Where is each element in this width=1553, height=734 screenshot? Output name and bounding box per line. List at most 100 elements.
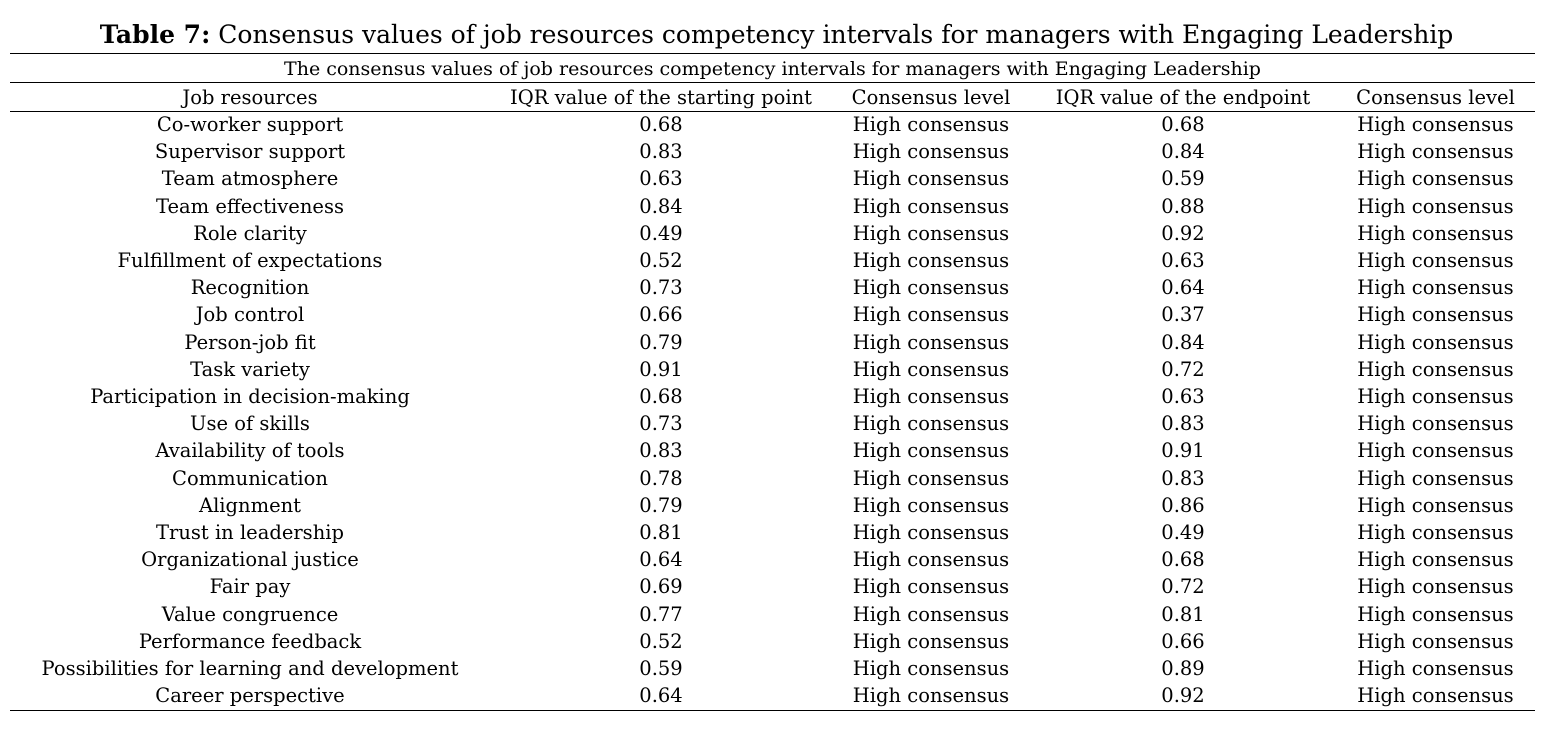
table-row: Value congruence 0.77 High consensus 0.81 Hi…: [10, 601, 1535, 628]
table-row: Fulfillment of expectations 0.52 High cons…: [10, 247, 1535, 274]
consensus-table: Job resources IQR value of the starting …: [10, 84, 1535, 709]
cell-iqr-start-value: 0.78: [639, 466, 683, 490]
cell-iqr-start-value: 0.64: [639, 548, 683, 572]
cell-consensus-end-level: High consensus: [1357, 113, 1514, 136]
cell-consensus-start-level: High consensus: [852, 684, 1010, 708]
cell-consensus-start-level: High consensus: [852, 276, 1010, 300]
cell-iqr-end-value: 0.83: [1161, 412, 1205, 436]
column-header-job-resources: Job resources: [182, 86, 318, 109]
table-subheader: The consensus values of job resources co…: [284, 58, 1261, 80]
cell-job-resource: Organizational justice: [141, 548, 359, 572]
table-row: Trust in leadership 0.81 High consensus 0.4…: [10, 519, 1535, 546]
cell-iqr-start-value: 0.68: [639, 385, 683, 409]
table-row: Alignment 0.79 High consensus 0.86 High cons…: [10, 492, 1535, 519]
cell-consensus-end-level: High consensus: [1357, 629, 1514, 653]
cell-iqr-start-value: 0.83: [639, 439, 683, 463]
column-header-consensus-end: Consensus level: [1356, 86, 1515, 109]
cell-iqr-end-value: 0.92: [1161, 221, 1205, 245]
cell-consensus-end-level: High consensus: [1357, 521, 1514, 545]
column-header-iqr-end: IQR value of the endpoint: [1055, 86, 1311, 109]
cell-consensus-start-level: High consensus: [852, 493, 1010, 517]
bottom-rule: [10, 710, 1535, 711]
cell-job-resource: Recognition: [190, 276, 310, 300]
cell-job-resource: Value congruence: [161, 602, 339, 626]
table-row: Fair pay 0.69 High consensus 0.72 High conse…: [10, 573, 1535, 600]
cell-consensus-start-level: High consensus: [852, 113, 1010, 136]
cell-iqr-end-value: 0.66: [1161, 629, 1205, 653]
cell-iqr-start-value: 0.73: [639, 412, 683, 436]
cell-job-resource: Task variety: [190, 357, 310, 381]
cell-iqr-end-value: 0.49: [1161, 521, 1205, 545]
table-row: Possibilities for learning and developme…: [10, 655, 1535, 682]
cell-consensus-start-level: High consensus: [852, 249, 1010, 273]
cell-consensus-end-level: High consensus: [1357, 439, 1514, 463]
table-row: Task variety 0.91 High consensus 0.72 High c…: [10, 356, 1535, 383]
cell-iqr-start-value: 0.79: [639, 330, 683, 354]
table-row: Communication 0.78 High consensus 0.83 High …: [10, 465, 1535, 492]
cell-consensus-end-level: High consensus: [1357, 493, 1514, 517]
cell-job-resource: Trust in leadership: [156, 521, 344, 545]
cell-iqr-start-value: 0.63: [639, 167, 683, 191]
cell-consensus-start-level: High consensus: [852, 521, 1010, 545]
header-row: Job resources IQR value of the starting …: [10, 84, 1535, 111]
table-row: Role clarity 0.49 High consensus 0.92 High c…: [10, 220, 1535, 247]
cell-consensus-end-level: High consensus: [1357, 548, 1514, 572]
cell-job-resource: Supervisor support: [154, 140, 346, 164]
cell-consensus-start-level: High consensus: [852, 602, 1010, 626]
cell-iqr-start-value: 0.52: [639, 249, 683, 273]
cell-job-resource: Participation in decision-making: [90, 385, 410, 409]
cell-iqr-start-value: 0.52: [639, 629, 683, 653]
cell-consensus-end-level: High consensus: [1357, 140, 1514, 164]
cell-iqr-start-value: 0.69: [639, 575, 683, 599]
cell-job-resource: Team atmosphere: [161, 167, 339, 191]
table-number-label: Table 7:: [99, 20, 211, 49]
top-rule: [10, 53, 1535, 54]
cell-consensus-start-level: High consensus: [852, 629, 1010, 653]
header-rule: [10, 111, 1535, 112]
cell-iqr-end-value: 0.86: [1161, 493, 1205, 517]
table-row: Performance feedback 0.52 High consensus 0.…: [10, 628, 1535, 655]
cell-consensus-start-level: High consensus: [852, 303, 1010, 327]
cell-job-resource: Alignment: [198, 493, 302, 517]
cell-iqr-end-value: 0.83: [1161, 466, 1205, 490]
cell-iqr-end-value: 0.63: [1161, 249, 1205, 273]
cell-consensus-end-level: High consensus: [1357, 221, 1514, 245]
table-caption: Table 7: Consensus values of job resourc…: [10, 19, 1543, 51]
cell-iqr-end-value: 0.72: [1161, 357, 1205, 381]
cell-job-resource: Fulfillment of expectations: [117, 249, 383, 273]
cell-iqr-start-value: 0.91: [639, 357, 683, 381]
cell-job-resource: Use of skills: [190, 412, 310, 436]
cell-iqr-end-value: 0.91: [1161, 439, 1205, 463]
cell-consensus-end-level: High consensus: [1357, 357, 1514, 381]
cell-job-resource: Role clarity: [193, 221, 307, 245]
cell-iqr-start-value: 0.73: [639, 276, 683, 300]
cell-consensus-start-level: High consensus: [852, 330, 1010, 354]
cell-job-resource: Fair pay: [209, 575, 291, 599]
cell-job-resource: Communication: [172, 466, 328, 490]
cell-consensus-end-level: High consensus: [1357, 657, 1514, 681]
cell-iqr-end-value: 0.63: [1161, 385, 1205, 409]
cell-iqr-start-value: 0.79: [639, 493, 683, 517]
table-row: Supervisor support 0.83 High consensus 0.84…: [10, 138, 1535, 165]
cell-iqr-start-value: 0.84: [639, 194, 683, 218]
cell-iqr-end-value: 0.59: [1161, 167, 1205, 191]
cell-iqr-end-value: 0.68: [1161, 548, 1205, 572]
cell-iqr-start-value: 0.68: [639, 113, 683, 136]
cell-job-resource: Person-job fit: [184, 330, 316, 354]
cell-iqr-end-value: 0.81: [1161, 602, 1205, 626]
table-title: Consensus values of job resources compet…: [218, 20, 1454, 49]
cell-consensus-end-level: High consensus: [1357, 303, 1514, 327]
cell-consensus-start-level: High consensus: [852, 575, 1010, 599]
cell-job-resource: Job control: [195, 303, 305, 327]
cell-job-resource: Availability of tools: [155, 439, 345, 463]
table-row: Career perspective 0.64 High consensus 0.92…: [10, 682, 1535, 709]
cell-consensus-start-level: High consensus: [852, 439, 1010, 463]
cell-consensus-end-level: High consensus: [1357, 602, 1514, 626]
table-row: Job control 0.66 High consensus 0.37 High co…: [10, 301, 1535, 328]
table-row: Recognition 0.73 High consensus 0.64 High co…: [10, 274, 1535, 301]
table-row: Availability of tools 0.83 High consensus 0…: [10, 437, 1535, 464]
cell-iqr-end-value: 0.37: [1161, 303, 1205, 327]
table-row: Co-worker support 0.68 High consensus 0.68 H…: [10, 111, 1535, 138]
cell-consensus-end-level: High consensus: [1357, 194, 1514, 218]
cell-iqr-end-value: 0.92: [1161, 684, 1205, 708]
